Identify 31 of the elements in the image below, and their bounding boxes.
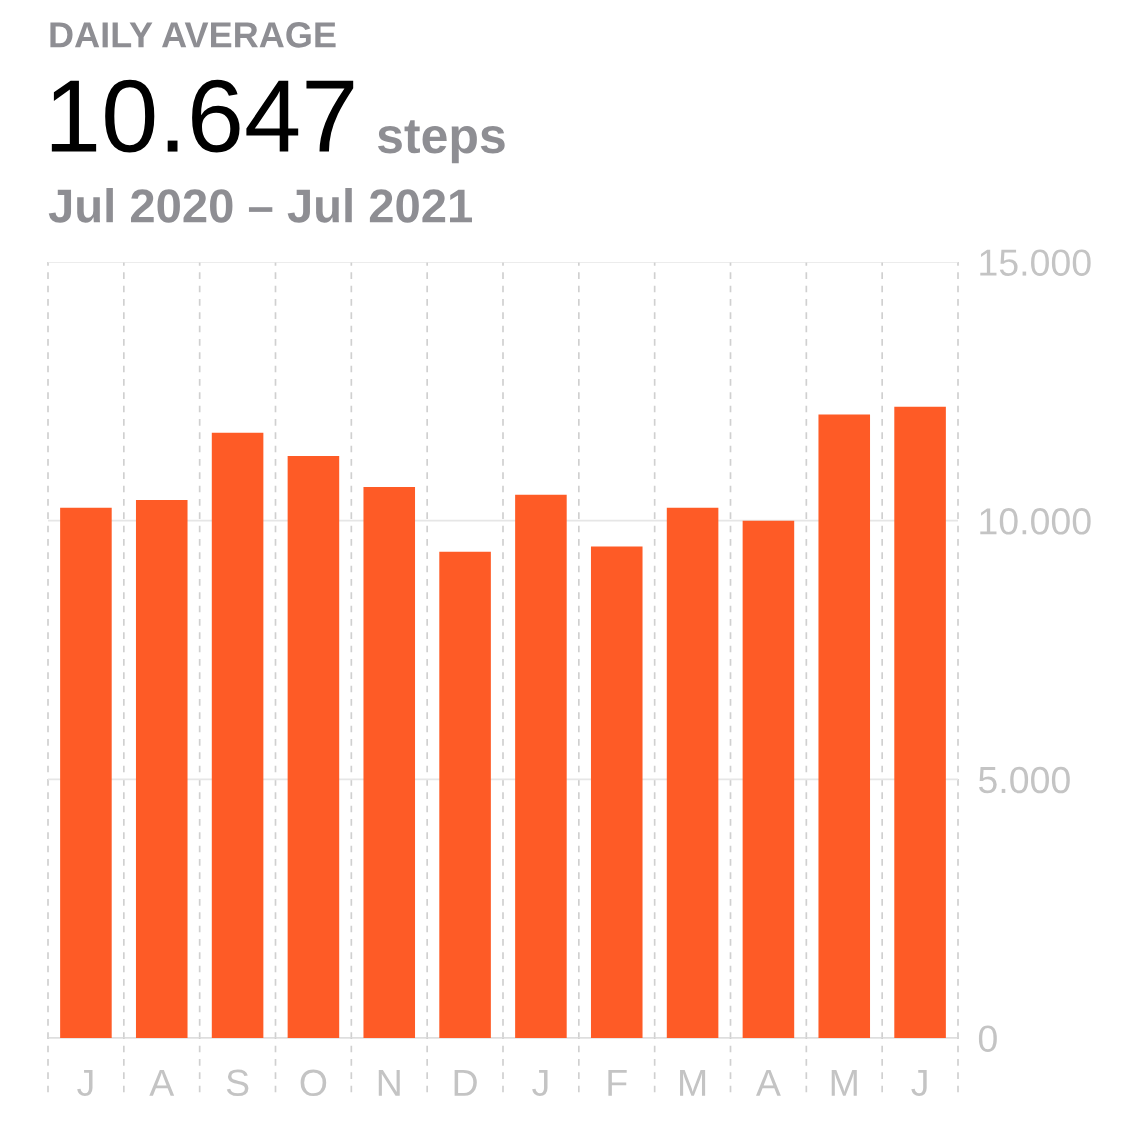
x-tick-label: M: [831, 1069, 857, 1096]
x-tick-label: A: [149, 1069, 175, 1096]
x-tick-label: O: [300, 1069, 327, 1097]
bar: [287, 456, 340, 1038]
bar: [894, 406, 946, 1038]
y-tick-label: 15.000: [980, 249, 1091, 276]
y-tick-label: 10.000: [980, 508, 1091, 535]
x-tick-label: F: [608, 1069, 627, 1096]
x-tick-label: S: [226, 1069, 249, 1097]
x-tick-label: N: [378, 1069, 400, 1096]
x-tick-label: M: [680, 1069, 706, 1096]
bar: [742, 520, 795, 1038]
x-tick-label: J: [911, 1069, 927, 1097]
y-tick-label: 0: [978, 1025, 997, 1052]
y-tick-label: 5.000: [978, 766, 1070, 794]
bar: [439, 551, 491, 1038]
chart-title: DAILY AVERAGE: [50, 22, 336, 48]
x-tick-label: J: [77, 1069, 93, 1097]
x-tick-label: D: [454, 1069, 477, 1096]
bar: [363, 487, 416, 1038]
chart-subtitle: 10.647 steps: [51, 79, 505, 164]
bar: [211, 432, 264, 1038]
bar: [135, 499, 188, 1038]
x-tick-label: A: [755, 1069, 781, 1096]
text: Jul 2020 – Jul 2021: [48, 187, 472, 223]
bar: [60, 507, 112, 1038]
bar: [590, 546, 643, 1038]
x-tick-label: J: [532, 1069, 548, 1097]
bar: [666, 507, 719, 1038]
bar: [818, 414, 871, 1038]
bar: [515, 494, 567, 1038]
